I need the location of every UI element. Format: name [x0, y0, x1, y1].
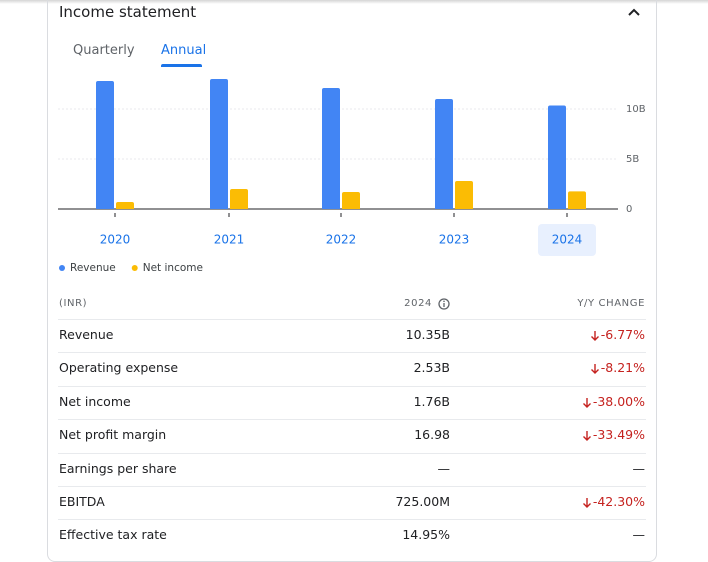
- row-label: Earnings per share: [59, 460, 177, 476]
- row-divider: [58, 352, 646, 353]
- y-tick-label: 5B: [626, 154, 639, 165]
- column-header: (INR): [59, 298, 88, 309]
- row-value: —: [437, 460, 451, 476]
- selected-year-bg: [538, 224, 596, 256]
- row-change: -33.49%: [592, 427, 645, 443]
- row-label: Effective tax rate: [59, 527, 167, 543]
- row-value: 2.53B: [413, 360, 450, 376]
- x-tick-label[interactable]: 2021: [214, 233, 245, 247]
- tab-annual[interactable]: Annual: [161, 43, 207, 58]
- row-change: —: [632, 460, 646, 476]
- legend-label: Revenue: [70, 262, 116, 274]
- row-value: 725.00M: [395, 494, 450, 509]
- bar: [548, 105, 566, 209]
- row-change: —: [632, 527, 646, 543]
- down-arrow: [582, 431, 591, 442]
- row-divider: [58, 486, 646, 487]
- bar: [96, 81, 114, 209]
- row-change: -6.77%: [600, 327, 645, 342]
- bar: [210, 79, 228, 209]
- column-header: Y/Y CHANGE: [577, 298, 645, 309]
- down-arrow: [582, 498, 591, 508]
- y-tick-label: 10B: [626, 104, 646, 115]
- column-header: 2024: [404, 298, 432, 309]
- row-divider: [58, 419, 646, 420]
- down-arrow: [582, 397, 591, 408]
- row-change: -8.21%: [600, 360, 645, 376]
- bar: [322, 88, 340, 209]
- row-label: Revenue: [59, 327, 114, 342]
- x-tick-label[interactable]: 2022: [326, 233, 357, 247]
- x-tick-label[interactable]: 2024: [552, 233, 583, 247]
- down-arrow: [590, 364, 599, 375]
- bar: [116, 202, 134, 209]
- bar: [435, 99, 453, 209]
- row-change: -38.00%: [592, 393, 645, 409]
- row-label: Net income: [59, 393, 131, 409]
- row-value: 1.76B: [413, 393, 450, 409]
- row-divider: [58, 386, 646, 387]
- row-divider: [58, 319, 646, 320]
- top-shadow: [0, 0, 708, 4]
- section-title: Income statement: [59, 3, 197, 21]
- tab-indicator: [161, 64, 202, 67]
- bar: [230, 189, 248, 209]
- legend-marker: [131, 265, 138, 271]
- y-tick-label: 0: [626, 204, 632, 215]
- row-divider: [58, 519, 646, 520]
- tab-quarterly[interactable]: Quarterly: [73, 43, 135, 58]
- x-tick-label[interactable]: 2023: [439, 233, 470, 247]
- legend-marker: [59, 265, 65, 271]
- row-label: EBITDA: [59, 494, 105, 509]
- info-icon[interactable]: [438, 298, 450, 310]
- bar: [455, 181, 473, 209]
- row-value: 16.98: [414, 427, 450, 443]
- collapse-chevron[interactable]: [627, 6, 641, 18]
- bar: [342, 192, 360, 209]
- x-tick-label[interactable]: 2020: [100, 233, 131, 247]
- row-change: -42.30%: [592, 494, 645, 509]
- chart: 0 5B 10B 2020 2021 2022 2023 2024 Revenue Net inc…: [58, 79, 646, 274]
- row-label: Operating expense: [59, 360, 179, 376]
- row-value: 10.35B: [405, 327, 450, 342]
- row-divider: [58, 453, 646, 454]
- down-arrow: [590, 331, 599, 341]
- legend-label: Net income: [143, 262, 203, 274]
- row-label: Net profit margin: [59, 427, 167, 443]
- row-value: 14.95%: [402, 527, 450, 543]
- bar: [568, 191, 586, 209]
